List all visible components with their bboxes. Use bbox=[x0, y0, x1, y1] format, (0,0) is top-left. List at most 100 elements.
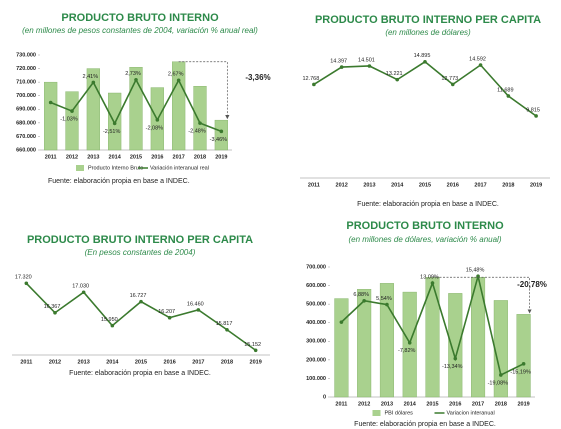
legend-label: Variación interanual real bbox=[150, 165, 209, 171]
chart-subtitle: (En pesos constantes de 2004) bbox=[85, 248, 196, 257]
x-tick-label: 2018 bbox=[502, 182, 514, 188]
y-tick-label: 200.000 bbox=[306, 357, 326, 363]
y-tick-label: 660.000 bbox=[16, 147, 36, 153]
chart-title: PRODUCTO BRUTO INTERNO PER CAPITA bbox=[27, 234, 253, 246]
y-tick-label: 0 bbox=[323, 394, 326, 400]
data-label: 16.460 bbox=[187, 301, 204, 307]
point bbox=[385, 302, 389, 307]
x-tick-label: 2012 bbox=[66, 154, 78, 160]
y-tick-label: 690.000 bbox=[16, 107, 36, 113]
x-tick-label: 2017 bbox=[474, 182, 486, 188]
point bbox=[155, 118, 160, 122]
data-label: -13,34% bbox=[442, 364, 463, 370]
x-tick-label: 2014 bbox=[404, 401, 417, 407]
point bbox=[225, 327, 229, 332]
data-label: 2,73% bbox=[125, 71, 141, 77]
data-label: -1,03% bbox=[60, 117, 78, 123]
data-label: 14.592 bbox=[469, 56, 486, 62]
data-label: -15,19% bbox=[510, 369, 531, 375]
x-tick-label: 2011 bbox=[45, 154, 57, 160]
bar bbox=[516, 314, 531, 398]
data-label: 15.950 bbox=[101, 317, 118, 323]
point bbox=[521, 362, 526, 366]
point bbox=[450, 82, 455, 87]
point bbox=[139, 299, 143, 304]
legend-label: Producto Interno Bruto bbox=[88, 165, 143, 171]
data-label: 17.030 bbox=[72, 284, 89, 290]
data-label: -2,51% bbox=[103, 129, 121, 135]
x-tick-label: 2011 bbox=[20, 359, 32, 365]
data-label: 2,41% bbox=[83, 74, 99, 80]
x-tick-label: 2014 bbox=[391, 182, 404, 188]
bar bbox=[44, 81, 58, 151]
y-tick-label: 100.000 bbox=[306, 376, 326, 382]
point bbox=[367, 64, 372, 68]
bar bbox=[172, 61, 186, 151]
point bbox=[395, 77, 400, 82]
data-label: 16.207 bbox=[158, 309, 175, 315]
point bbox=[453, 356, 458, 361]
point bbox=[499, 373, 503, 377]
bar bbox=[357, 289, 372, 398]
x-tick-label: 2015 bbox=[419, 182, 431, 188]
chart-title: PRODUCTO BRUTO INTERNO bbox=[346, 220, 504, 232]
chart-title: PRODUCTO BRUTO INTERNO PER CAPITA bbox=[315, 14, 541, 26]
x-tick-label: 2017 bbox=[173, 154, 185, 160]
y-tick-label: 700.000 bbox=[306, 264, 326, 270]
data-label: 16.727 bbox=[130, 293, 147, 299]
legend-swatch bbox=[76, 165, 84, 171]
bar bbox=[193, 86, 207, 151]
data-label: 12.773 bbox=[441, 76, 458, 82]
x-tick-label: 2019 bbox=[250, 359, 262, 365]
point bbox=[110, 323, 115, 328]
x-tick-label: 2019 bbox=[530, 182, 542, 188]
x-tick-label: 2017 bbox=[472, 401, 484, 407]
x-tick-label: 2019 bbox=[215, 154, 227, 160]
data-label: 11.689 bbox=[497, 87, 513, 93]
data-label: -19,08% bbox=[488, 380, 509, 386]
source-note: Fuente: elaboración propia en base a IND… bbox=[354, 421, 496, 428]
x-tick-label: 2011 bbox=[308, 182, 320, 188]
chart-title: PRODUCTO BRUTO INTERNO bbox=[61, 12, 219, 24]
data-label: 12.768 bbox=[302, 76, 319, 82]
x-tick-label: 2018 bbox=[221, 359, 233, 365]
x-tick-label: 2016 bbox=[449, 401, 461, 407]
data-label: 13,09% bbox=[420, 274, 439, 280]
bar bbox=[448, 293, 463, 398]
data-label: 15.817 bbox=[216, 321, 233, 327]
point bbox=[198, 121, 202, 125]
y-tick-label: 700.000 bbox=[16, 93, 36, 99]
x-tick-label: 2017 bbox=[192, 359, 204, 365]
point bbox=[312, 82, 316, 87]
annotation-arrow bbox=[178, 61, 230, 120]
point bbox=[81, 290, 86, 295]
point bbox=[219, 129, 224, 134]
x-tick-label: 2015 bbox=[426, 401, 438, 407]
point bbox=[196, 308, 201, 312]
point bbox=[339, 320, 344, 324]
point bbox=[112, 121, 117, 126]
data-label: 2,67% bbox=[168, 72, 184, 78]
point bbox=[506, 94, 511, 98]
point bbox=[362, 298, 366, 303]
y-tick-label: 680.000 bbox=[16, 120, 36, 126]
x-tick-label: 2014 bbox=[109, 154, 122, 160]
annotation: -20,78% bbox=[517, 280, 547, 289]
source-note: Fuente: elaboración propia en base a IND… bbox=[48, 178, 190, 185]
legend-label: Variacion interanual bbox=[447, 410, 495, 416]
chart-subtitle: (en millones de pesos constantes de 2004… bbox=[22, 26, 258, 35]
data-label: 17.320 bbox=[15, 275, 32, 281]
point bbox=[134, 77, 138, 82]
x-tick-label: 2012 bbox=[358, 401, 370, 407]
annotation-arrow bbox=[432, 276, 532, 314]
y-tick-label: 670.000 bbox=[16, 134, 36, 140]
data-label: -2,48% bbox=[188, 129, 206, 135]
point bbox=[48, 100, 53, 105]
point bbox=[176, 78, 181, 83]
x-tick-label: 2016 bbox=[151, 154, 163, 160]
bar bbox=[108, 92, 122, 151]
point bbox=[253, 348, 258, 353]
data-label: 14.501 bbox=[358, 57, 375, 63]
